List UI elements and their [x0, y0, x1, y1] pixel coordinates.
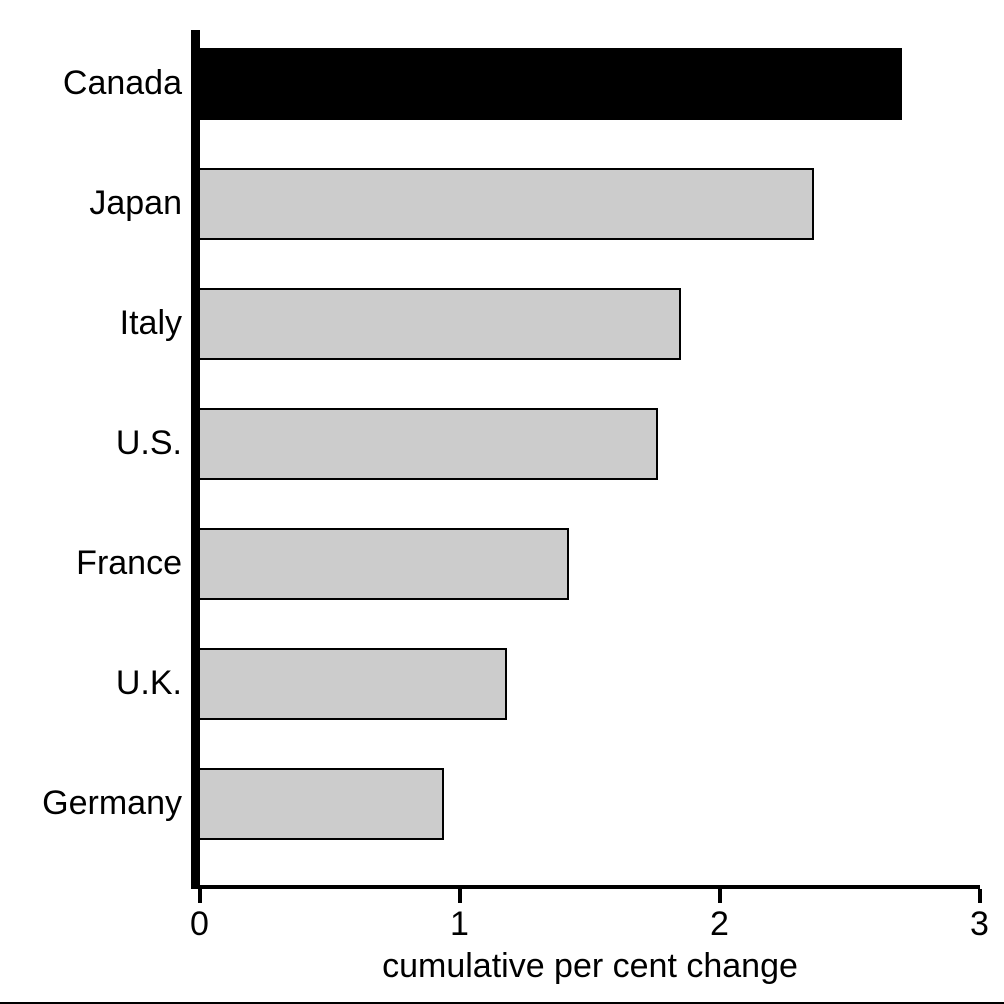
y-label-uk: U.K.	[116, 664, 182, 703]
bar-france	[200, 528, 569, 600]
bar-germany	[200, 768, 444, 840]
y-label-germany: Germany	[42, 784, 182, 823]
bar-japan	[200, 168, 814, 240]
x-tick	[718, 889, 722, 903]
x-tick	[978, 889, 982, 903]
x-axis-line	[191, 885, 980, 889]
x-tick-label: 2	[710, 905, 729, 944]
y-axis-line	[191, 30, 200, 885]
bar-canada	[200, 48, 902, 120]
bar-uk	[200, 648, 507, 720]
y-label-us: U.S.	[116, 424, 182, 463]
bar-italy	[200, 288, 681, 360]
y-label-canada: Canada	[63, 64, 182, 103]
x-tick-label: 0	[190, 905, 209, 944]
y-label-italy: Italy	[120, 304, 182, 343]
x-tick-label: 3	[970, 905, 989, 944]
x-axis-title: cumulative per cent change	[200, 947, 980, 986]
y-label-france: France	[76, 544, 182, 583]
y-label-japan: Japan	[89, 184, 182, 223]
x-tick	[458, 889, 462, 903]
x-tick-label: 1	[450, 905, 469, 944]
chart-container: Canada Japan Italy U.S. France U.K. Germany 0 1…	[0, 0, 1004, 1004]
x-tick	[198, 889, 202, 903]
bar-us	[200, 408, 658, 480]
